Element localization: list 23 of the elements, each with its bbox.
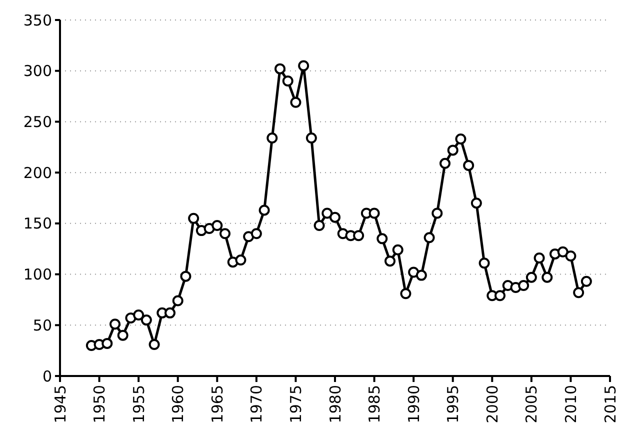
x-tick-label: 1965 xyxy=(208,385,226,424)
x-tick-label: 1960 xyxy=(169,385,188,424)
y-tick-label: 250 xyxy=(23,112,52,131)
x-tick-label: 1970 xyxy=(248,385,266,424)
y-tick-label: 150 xyxy=(23,214,52,233)
x-tick-label: 1950 xyxy=(90,385,109,424)
x-tick-label: 1975 xyxy=(286,385,305,424)
y-tick-label: 200 xyxy=(23,164,52,182)
y-tick-label: 350 xyxy=(23,11,52,30)
x-tick-label: 1945 xyxy=(51,385,70,424)
x-tick-label: 2010 xyxy=(562,385,580,424)
y-tick-label: 300 xyxy=(23,62,52,80)
x-tick-label: 1980 xyxy=(326,385,344,424)
x-tick-label: 1955 xyxy=(130,385,148,424)
x-tick-label: 2000 xyxy=(483,385,502,424)
y-tick-label: 0 xyxy=(42,367,52,386)
x-tick-label: 1995 xyxy=(444,385,462,424)
x-tick-label: 1985 xyxy=(366,385,384,424)
x-tick-label: 1990 xyxy=(404,385,423,424)
x-tick-label: 2015 xyxy=(601,385,620,424)
y-tick-label: 50 xyxy=(32,316,52,334)
y-tick-label: 100 xyxy=(23,266,52,284)
x-tick-label: 2005 xyxy=(522,385,541,424)
